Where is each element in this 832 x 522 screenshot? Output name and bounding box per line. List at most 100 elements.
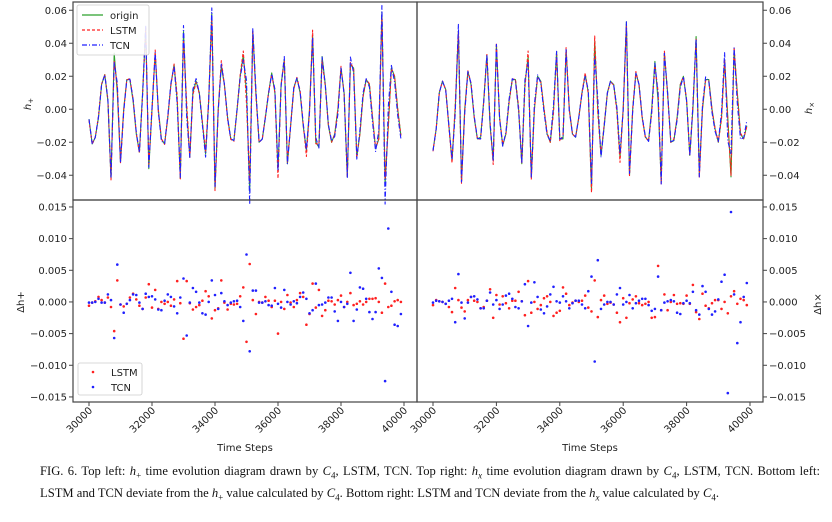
ytick-label: −0.02 (769, 138, 800, 149)
point-tcn-bottom-left (374, 310, 377, 314)
point-lstm-bottom-left (100, 298, 103, 302)
point-tcn-bottom-right (526, 324, 530, 328)
caption-text: , LSTM, TCN. Bottom left: LSTM and TCN d… (40, 464, 820, 500)
xtick-label: 38000 (662, 405, 692, 435)
point-lstm-bottom-right (530, 311, 533, 315)
point-lstm-bottom-left (160, 300, 163, 304)
point-tcn-bottom-right (663, 301, 666, 304)
point-tcn-bottom-right (431, 301, 435, 304)
ytick-label: 0.005 (769, 266, 798, 277)
point-lstm-bottom-left (305, 323, 308, 327)
point-tcn-bottom-right (441, 300, 444, 304)
point-tcn-bottom-left (210, 279, 214, 282)
point-tcn-bottom-left (396, 324, 400, 328)
point-tcn-bottom-right (571, 301, 574, 305)
ytick-label: 0.04 (45, 39, 67, 50)
point-tcn-bottom-left (317, 303, 321, 307)
point-lstm-bottom-right (631, 298, 634, 301)
figure-caption: FIG. 6. Top left: h+ time evolution diag… (40, 463, 820, 506)
point-tcn-bottom-right (450, 297, 454, 301)
point-tcn-bottom-left (383, 379, 387, 383)
point-tcn-bottom-right (609, 300, 612, 304)
point-lstm-bottom-left (226, 308, 229, 311)
point-tcn-bottom-left (283, 288, 286, 292)
point-tcn-bottom-left (169, 295, 173, 299)
point-tcn-bottom-right (444, 302, 448, 306)
point-lstm-bottom-left (251, 298, 255, 302)
point-lstm-bottom-left (320, 314, 324, 318)
point-tcn-bottom-right (479, 307, 482, 310)
xtick-label: 40000 (726, 405, 756, 435)
point-lstm-bottom-left (150, 306, 154, 309)
point-tcn-bottom-left (122, 311, 125, 315)
point-lstm-bottom-left (327, 299, 330, 303)
point-tcn-bottom-left (264, 300, 267, 303)
figure-6: −0.04 −0.02 0.00 0.02 0.04 0.06 −0.04 −0.02 0.00… (16, 1, 824, 454)
point-tcn-bottom-left (330, 296, 333, 299)
point-tcn-bottom-right (650, 309, 653, 313)
point-lstm-bottom-left (330, 300, 333, 303)
point-lstm-bottom-left (163, 302, 166, 306)
ytick-label: 0.000 (769, 297, 798, 308)
point-tcn-bottom-left (116, 263, 119, 266)
point-tcn-bottom-right (593, 360, 596, 363)
point-lstm-bottom-right (460, 306, 463, 309)
point-tcn-bottom-left (119, 303, 122, 306)
point-lstm-bottom-right (628, 301, 631, 305)
xtick-label: 30000 (65, 405, 95, 435)
point-tcn-bottom-left (131, 293, 135, 296)
point-tcn-bottom-right (491, 303, 495, 306)
point-tcn-bottom-left (182, 277, 185, 280)
point-tcn-bottom-right (599, 307, 603, 311)
point-tcn-bottom-left (179, 296, 182, 299)
legend-lstm-label: LSTM (110, 26, 137, 37)
point-tcn-bottom-left (361, 287, 365, 291)
point-lstm-bottom-right (488, 288, 492, 291)
point-tcn-bottom-right (463, 317, 467, 320)
legend-tcn-marker (91, 385, 95, 389)
legend-tcn-label: TCN (109, 41, 130, 52)
point-tcn-bottom-left (279, 306, 283, 309)
point-tcn-bottom-right (447, 299, 451, 303)
point-tcn-bottom-right (625, 300, 628, 304)
xtick-label: 32000 (128, 405, 158, 435)
point-lstm-bottom-right (739, 297, 742, 301)
point-lstm-bottom-right (666, 308, 669, 312)
point-tcn-bottom-left (138, 301, 141, 304)
caption-math: C (702, 485, 712, 500)
caption-math: C (326, 485, 336, 500)
point-tcn-bottom-right (723, 273, 726, 277)
point-tcn-bottom-left (141, 307, 144, 311)
point-tcn-bottom-right (618, 286, 622, 290)
point-lstm-bottom-right (745, 303, 749, 307)
point-tcn-bottom-right (717, 298, 720, 301)
point-lstm-bottom-left (358, 300, 362, 303)
point-tcn-bottom-right (675, 311, 679, 315)
point-lstm-bottom-right (447, 305, 451, 309)
point-lstm-bottom-right (672, 293, 676, 297)
point-tcn-bottom-right (561, 295, 565, 298)
point-tcn-bottom-right (520, 300, 524, 303)
point-lstm-bottom-left (336, 298, 340, 302)
point-lstm-bottom-right (590, 310, 593, 313)
point-tcn-bottom-left (172, 305, 176, 308)
point-lstm-bottom-left (371, 297, 374, 301)
point-lstm-bottom-right (555, 311, 558, 315)
point-tcn-bottom-left (295, 301, 299, 305)
point-tcn-bottom-left (364, 297, 368, 301)
point-tcn-bottom-left (163, 299, 166, 303)
legend-tcn-label: TCN (110, 383, 131, 394)
point-tcn-bottom-left (257, 301, 261, 304)
point-tcn-bottom-right (694, 308, 698, 312)
ytick-label: −0.005 (30, 329, 67, 340)
point-tcn-bottom-left (125, 302, 129, 306)
ytick-label: 0.06 (769, 6, 791, 17)
point-lstm-bottom-left (153, 288, 157, 292)
point-tcn-bottom-left (267, 303, 270, 307)
point-tcn-bottom-right (707, 307, 711, 311)
point-lstm-bottom-left (172, 298, 176, 301)
ytick-label: 0.02 (45, 72, 67, 83)
point-tcn-bottom-right (688, 301, 692, 305)
point-tcn-bottom-right (720, 280, 723, 284)
caption-math: 4 (335, 492, 340, 503)
